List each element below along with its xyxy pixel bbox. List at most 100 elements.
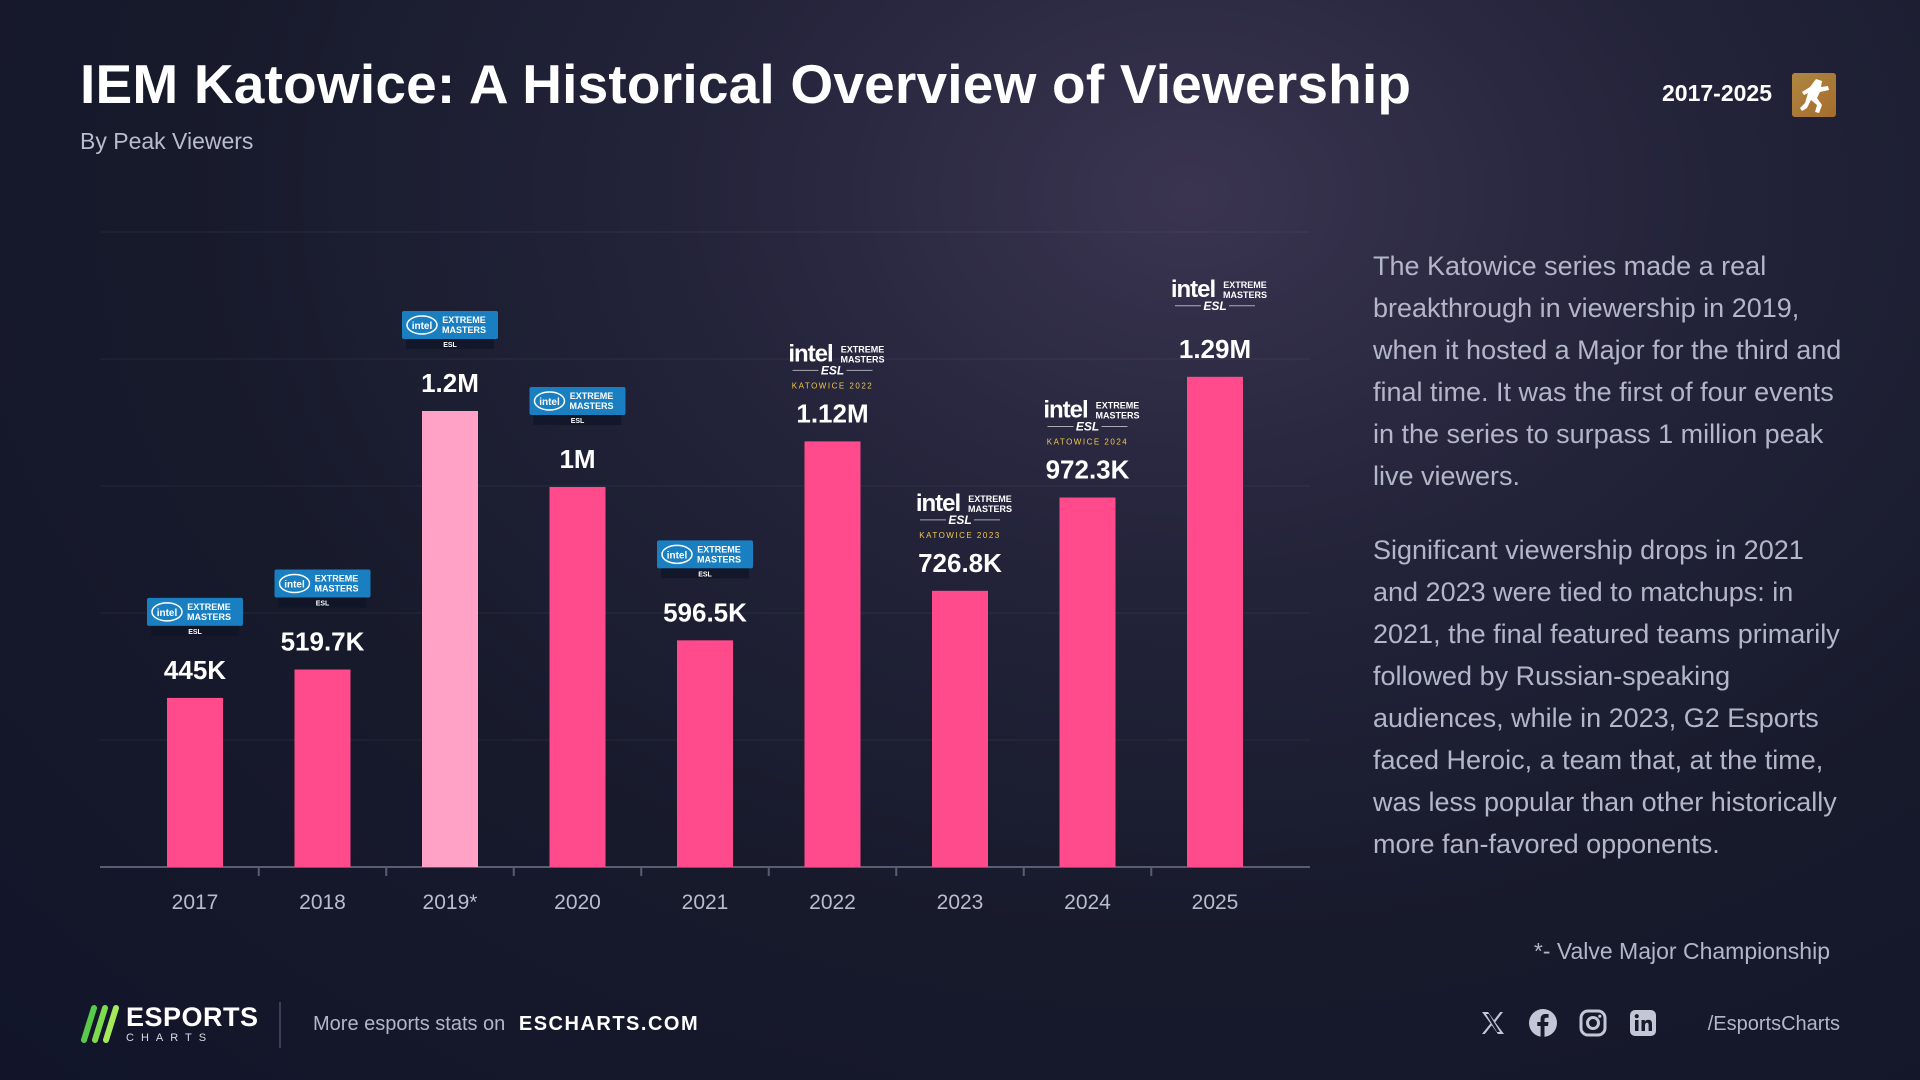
x-tick-label-2022: 2022 <box>809 891 856 914</box>
data-label-2017: 445K <box>164 655 226 685</box>
chart-title: IEM Katowice: A Historical Overview of V… <box>80 53 1412 115</box>
footer-more-stats: More esports stats on ESCHARTS.COM <box>313 1013 699 1036</box>
esports-charts-icon <box>81 1005 119 1043</box>
x-tick-label-2018: 2018 <box>299 891 346 914</box>
esl-strip <box>151 625 239 636</box>
bar-2021 <box>677 640 733 867</box>
bar-2018 <box>294 669 351 867</box>
intel-ring-icon <box>278 573 311 594</box>
logo-masters-text: MASTERS <box>968 504 1012 514</box>
description-paragraph-1: The Katowice series made a real breakthr… <box>1373 251 1842 491</box>
x-tick-label-2023: 2023 <box>937 891 984 914</box>
intel-ring-icon <box>533 391 566 411</box>
data-label-2020: 1M <box>559 444 595 474</box>
esl-logo-text: ESL <box>698 571 712 578</box>
bar-2024 <box>1059 497 1116 867</box>
bar-2017 <box>167 697 223 867</box>
data-label-2023: 726.8K <box>918 548 1002 578</box>
iem-logo-badge <box>657 540 753 569</box>
social-handle[interactable]: /EsportsCharts <box>1707 1013 1840 1035</box>
x-tick-label-2024: 2024 <box>1064 891 1111 914</box>
logo-extreme-text: EXTREME <box>315 574 359 584</box>
bar-2023 <box>932 590 988 867</box>
logo-extreme-text: EXTREME <box>1223 280 1267 290</box>
logo-masters-text: MASTERS <box>187 612 231 622</box>
logo-extreme-text: EXTREME <box>1096 401 1140 411</box>
logo-extreme-text: EXTREME <box>841 344 885 354</box>
logo-masters-text: MASTERS <box>697 554 741 564</box>
esl-logo-text: ESL <box>1203 299 1226 313</box>
footer-divider <box>279 1002 281 1048</box>
esl-logo-text: ESL <box>571 418 585 425</box>
years-range: 2017-2025 <box>1662 80 1772 106</box>
logo-edition-text: KATOWICE 2022 <box>792 381 873 390</box>
logo-masters-text: MASTERS <box>314 584 358 594</box>
logo-masters-text: MASTERS <box>1223 290 1267 300</box>
logo-masters-text: MASTERS <box>1095 411 1139 421</box>
iem-logo-badge <box>147 597 243 626</box>
intel-logo-text: intel <box>1043 397 1087 424</box>
logo-extreme-text: EXTREME <box>442 315 486 325</box>
x-tick-label-2020: 2020 <box>554 891 601 914</box>
esl-logo-text: ESL <box>316 601 330 608</box>
data-label-2018: 519.7K <box>281 627 365 657</box>
social-links <box>1478 1008 1658 1038</box>
facebook-icon[interactable] <box>1528 1008 1558 1038</box>
data-label-2021: 596.5K <box>663 597 747 627</box>
counter-strike-icon <box>1792 73 1836 117</box>
linkedin-icon[interactable] <box>1628 1008 1658 1038</box>
logo-masters-text: MASTERS <box>442 325 486 335</box>
esl-logo-text: ESL <box>1076 420 1099 434</box>
footer-more-text: More esports stats on <box>313 1013 506 1035</box>
x-tick-label-2025: 2025 <box>1192 891 1239 914</box>
bar-2025 <box>1187 376 1243 867</box>
esl-logo-text: ESL <box>821 363 844 377</box>
iem-logo-badge <box>402 311 498 339</box>
intel-logo-text: intel <box>916 490 960 517</box>
esl-logo-text: ESL <box>188 629 202 636</box>
esl-logo-text: ESL <box>948 513 971 527</box>
esl-logo-text: ESL <box>443 342 457 349</box>
intel-ring-icon <box>151 602 183 622</box>
intel-logo-text: intel <box>667 550 688 561</box>
x-tick-label-2021: 2021 <box>682 891 729 914</box>
esl-strip <box>661 568 749 579</box>
logo-masters-text: MASTERS <box>840 354 884 364</box>
esl-strip <box>533 415 622 425</box>
intel-logo-text: intel <box>412 321 433 332</box>
description-paragraph-2: Significant viewership drops in 2021 and… <box>1373 535 1840 859</box>
data-label-2019: 1.2M <box>421 368 479 398</box>
intel-ring-icon <box>661 544 693 565</box>
logo-masters-text: MASTERS <box>569 401 613 411</box>
logo-edition-text: KATOWICE 2024 <box>1047 438 1128 447</box>
intel-ring-icon <box>406 315 438 335</box>
logo-brand: ESPORTS <box>126 1002 259 1032</box>
x-icon[interactable] <box>1478 1008 1508 1038</box>
x-tick-label-2019: 2019* <box>423 891 478 914</box>
data-label-2024: 972.3K <box>1046 455 1130 485</box>
esports-charts-logo[interactable]: ESPORTS CHARTS <box>80 1000 259 1048</box>
bar-2022 <box>804 441 861 867</box>
bar-2019 <box>422 411 478 867</box>
data-label-2022: 1.12M <box>796 398 868 428</box>
instagram-icon[interactable] <box>1578 1008 1608 1038</box>
data-label-2025: 1.29M <box>1179 334 1251 364</box>
esl-strip <box>406 339 494 349</box>
intel-logo-text: intel <box>157 608 178 619</box>
iem-logo-badge <box>274 569 371 598</box>
esl-strip <box>278 597 367 608</box>
chart-subtitle: By Peak Viewers <box>80 128 254 154</box>
logo-extreme-text: EXTREME <box>570 391 614 401</box>
logo-edition-text: KATOWICE 2023 <box>919 531 1000 540</box>
footnote: *- Valve Major Championship <box>1533 938 1830 964</box>
logo-extreme-text: EXTREME <box>968 494 1012 504</box>
logo-extreme-text: EXTREME <box>187 602 231 612</box>
intel-logo-text: intel <box>788 340 832 367</box>
footer-site-link[interactable]: ESCHARTS.COM <box>518 1013 700 1035</box>
intel-logo-text: intel <box>284 580 305 591</box>
logo-extreme-text: EXTREME <box>697 544 741 554</box>
x-tick-label-2017: 2017 <box>172 891 219 914</box>
intel-logo-text: intel <box>539 397 560 408</box>
iem-logo-badge <box>529 387 626 415</box>
